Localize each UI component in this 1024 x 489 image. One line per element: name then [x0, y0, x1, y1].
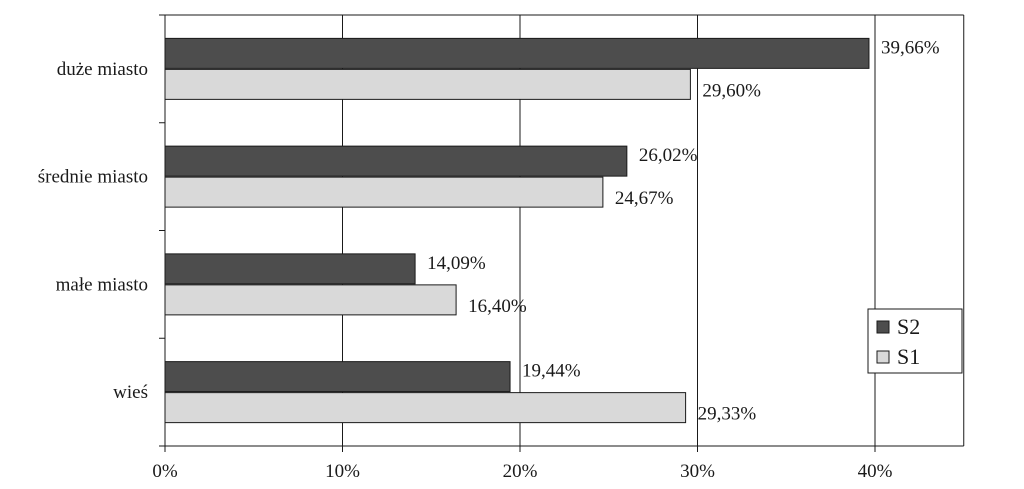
data-label: 14,09% [427, 253, 486, 274]
bars [164, 37, 870, 424]
bar-s1 [164, 392, 687, 424]
legend-swatch-s2 [876, 320, 890, 334]
data-label: 19,44% [522, 361, 581, 382]
bar-s2 [164, 361, 511, 393]
legend-label-s1: S1 [897, 344, 920, 369]
data-label: 16,40% [468, 296, 527, 317]
bar-s2 [164, 37, 870, 69]
x-tick-label: 40% [858, 461, 893, 482]
x-tick-label: 10% [325, 461, 360, 482]
labels: 39,66% 29,60% duże miasto 26,02% 24,67% średn… [38, 37, 940, 482]
data-label: 29,33% [698, 404, 757, 425]
data-label: 26,02% [639, 145, 698, 166]
x-tick-label: 20% [503, 461, 538, 482]
bar-s2 [164, 145, 628, 177]
bar-s1 [164, 284, 457, 316]
x-tick-label: 30% [680, 461, 715, 482]
x-tick-label: 0% [152, 461, 178, 482]
category-label: wieś [113, 382, 148, 403]
category-label: duże miasto [57, 59, 148, 80]
category-label: małe miasto [56, 274, 148, 295]
axes [159, 14, 965, 452]
legend-label-s2: S2 [897, 314, 920, 339]
category-label: średnie miasto [38, 167, 148, 188]
data-label: 29,60% [702, 80, 761, 101]
legend-swatch-s1 [876, 350, 890, 364]
data-label: 24,67% [615, 188, 674, 209]
bar-s1 [164, 176, 604, 208]
data-label: 39,66% [881, 37, 940, 58]
bar-s2 [164, 253, 416, 285]
bar-s1 [164, 68, 691, 100]
